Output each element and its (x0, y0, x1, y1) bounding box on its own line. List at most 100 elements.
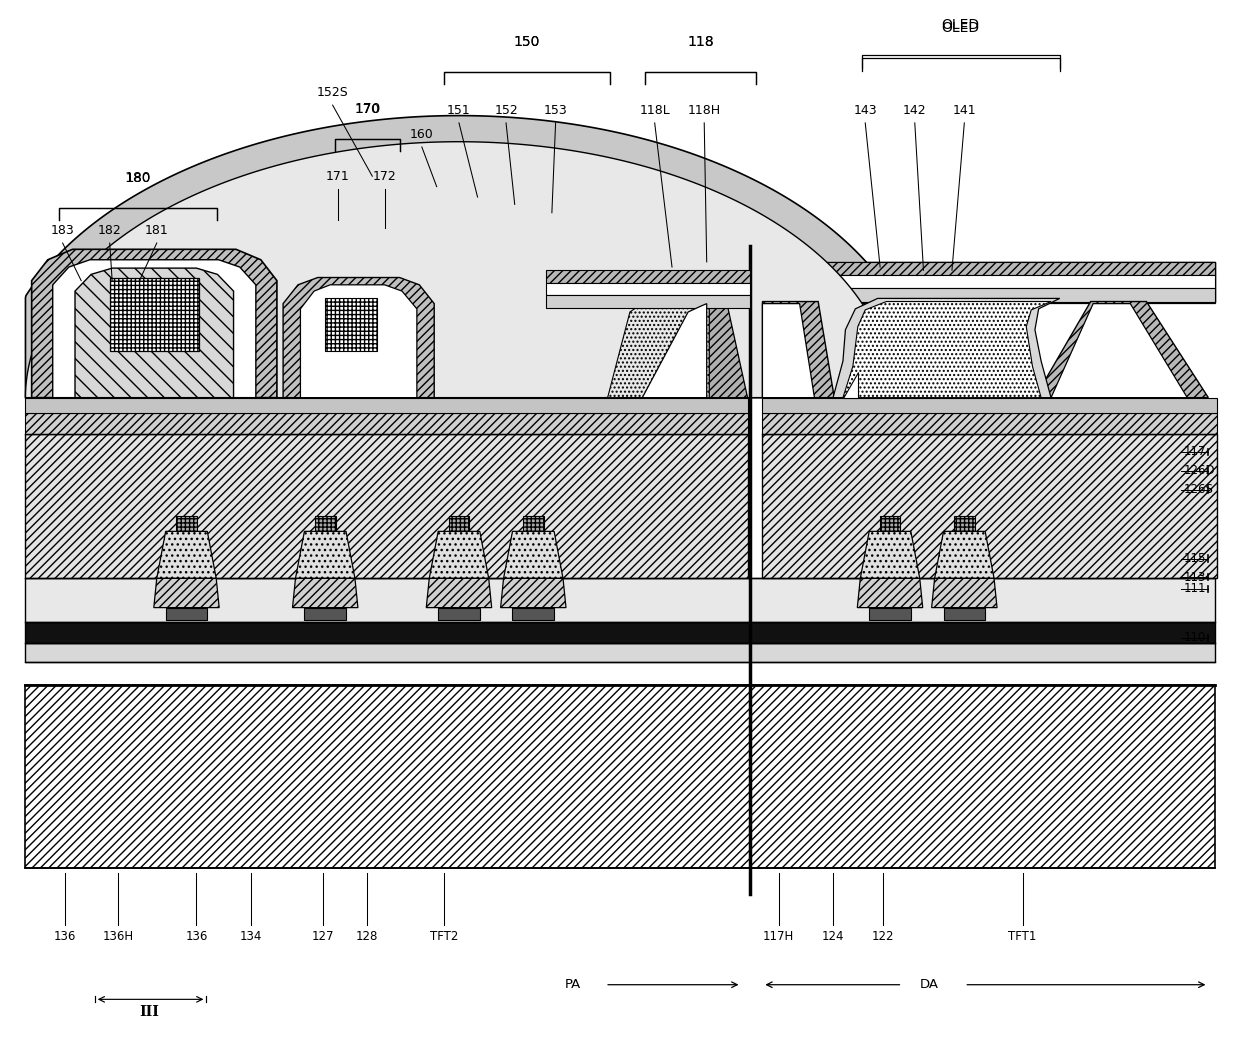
Text: 150: 150 (513, 35, 541, 49)
Polygon shape (295, 531, 355, 578)
Bar (176, 516, 197, 531)
Text: 142: 142 (903, 104, 926, 117)
Bar (304, 608, 346, 620)
Text: 182: 182 (98, 224, 122, 237)
Text: 152: 152 (495, 104, 518, 117)
Polygon shape (74, 268, 233, 397)
Text: 136: 136 (53, 930, 77, 943)
Polygon shape (1035, 301, 1208, 397)
Polygon shape (503, 531, 563, 578)
Polygon shape (931, 578, 997, 608)
Polygon shape (26, 141, 893, 397)
Polygon shape (843, 371, 858, 397)
Polygon shape (825, 301, 1052, 397)
Bar (512, 608, 554, 620)
Text: 113: 113 (1183, 571, 1207, 584)
Polygon shape (32, 249, 277, 397)
Polygon shape (501, 578, 565, 608)
Text: 115: 115 (1183, 552, 1207, 565)
Text: 118: 118 (687, 35, 714, 49)
Bar (763, 290, 1214, 302)
Polygon shape (154, 578, 219, 608)
Bar (325, 298, 377, 350)
Bar (26, 685, 1214, 868)
Text: 150: 150 (513, 35, 541, 49)
Text: 180: 180 (125, 170, 151, 184)
Polygon shape (293, 578, 358, 608)
Bar (546, 282, 750, 295)
Polygon shape (53, 259, 255, 397)
Text: 134: 134 (239, 930, 262, 943)
Bar (546, 270, 750, 282)
Text: 160: 160 (410, 128, 434, 141)
Text: 128: 128 (356, 930, 378, 943)
Text: 118H: 118H (688, 104, 720, 117)
Text: 183: 183 (51, 224, 74, 237)
Text: 152S: 152S (316, 86, 348, 99)
Text: DA: DA (920, 978, 939, 992)
Bar (763, 262, 1214, 301)
Text: III: III (139, 1005, 159, 1019)
Bar (763, 413, 1216, 434)
Text: 180: 180 (125, 172, 151, 184)
Text: 136: 136 (185, 930, 207, 943)
Bar (763, 262, 1214, 275)
Bar (26, 434, 748, 578)
Text: 126D: 126D (1183, 464, 1215, 477)
Polygon shape (857, 578, 923, 608)
Bar (26, 643, 1214, 662)
Text: 117H: 117H (763, 930, 794, 943)
Polygon shape (763, 303, 815, 397)
Text: 118: 118 (687, 35, 714, 49)
Bar (944, 608, 985, 620)
Bar (26, 622, 1214, 643)
Polygon shape (620, 303, 707, 397)
Bar (763, 277, 1214, 290)
Polygon shape (429, 531, 489, 578)
Bar (523, 516, 543, 531)
Text: 111: 111 (1183, 583, 1207, 595)
Text: PA: PA (564, 978, 582, 992)
Polygon shape (709, 301, 748, 397)
Bar (869, 608, 911, 620)
Text: TFT2: TFT2 (430, 930, 459, 943)
Bar (763, 434, 1216, 578)
Text: 172: 172 (373, 169, 397, 183)
Bar (879, 516, 900, 531)
Text: 171: 171 (326, 169, 350, 183)
Text: OLED: OLED (941, 21, 980, 36)
Text: 143: 143 (853, 104, 877, 117)
Text: 126S: 126S (1183, 483, 1214, 496)
Polygon shape (427, 578, 492, 608)
Text: TFT1: TFT1 (1008, 930, 1037, 943)
Bar (438, 608, 480, 620)
Polygon shape (763, 301, 835, 397)
Text: 118L: 118L (640, 104, 670, 117)
Text: 127: 127 (311, 930, 334, 943)
Bar (26, 397, 748, 413)
Polygon shape (156, 531, 216, 578)
Polygon shape (815, 298, 1060, 397)
Text: 110: 110 (1183, 632, 1207, 644)
Text: 122: 122 (872, 930, 894, 943)
Bar (546, 295, 750, 308)
Text: OLED: OLED (941, 18, 980, 32)
Text: 181: 181 (145, 224, 169, 237)
Text: 153: 153 (543, 104, 568, 117)
Polygon shape (26, 116, 924, 397)
Bar (315, 516, 336, 531)
Bar (166, 608, 207, 620)
Polygon shape (605, 298, 713, 397)
Bar (26, 578, 1214, 622)
Bar (954, 516, 975, 531)
Polygon shape (283, 277, 434, 397)
Text: 124: 124 (822, 930, 844, 943)
Bar (763, 397, 1216, 413)
Text: 170: 170 (355, 101, 381, 116)
Text: 141: 141 (952, 104, 976, 117)
Bar (763, 262, 1214, 277)
Bar (763, 288, 1214, 301)
Polygon shape (608, 293, 709, 397)
Bar (109, 277, 198, 350)
Polygon shape (300, 285, 417, 397)
